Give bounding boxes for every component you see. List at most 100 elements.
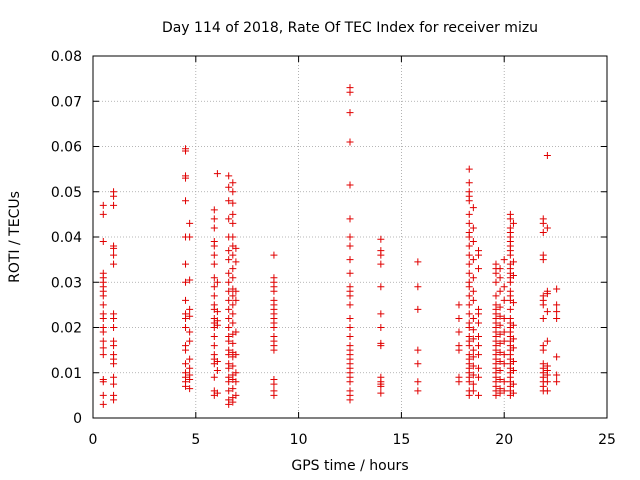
data-point: [539, 342, 547, 350]
data-point: [182, 369, 190, 377]
data-point: [346, 215, 354, 223]
data-point: [110, 337, 118, 345]
data-point: [465, 333, 473, 341]
data-point: [210, 224, 218, 232]
data-point: [377, 373, 385, 381]
data-point: [506, 305, 514, 313]
data-point: [110, 351, 118, 359]
grid: [93, 56, 607, 418]
data-point: [186, 312, 194, 320]
data-point: [465, 188, 473, 196]
data-point: [469, 353, 477, 361]
data-point: [469, 314, 477, 322]
data-point: [469, 326, 477, 334]
data-point: [346, 324, 354, 331]
data-point: [232, 287, 240, 295]
data-point: [232, 258, 240, 266]
data-point: [186, 364, 194, 372]
data-point: [465, 278, 473, 286]
data-point: [229, 301, 237, 309]
data-point: [229, 251, 237, 259]
data-point: [492, 278, 500, 286]
data-point: [469, 380, 477, 388]
data-point: [469, 274, 477, 282]
data-point: [539, 251, 547, 259]
data-point: [346, 301, 354, 309]
data-point: [465, 292, 473, 300]
data-point: [210, 238, 218, 246]
data-point: [229, 265, 237, 273]
data-point: [377, 310, 385, 318]
data-point: [506, 314, 514, 322]
data-point: [465, 228, 473, 236]
data-point: [210, 283, 218, 291]
data-point: [469, 346, 477, 354]
data-point: [543, 387, 551, 395]
data-point: [225, 256, 233, 264]
data-point: [229, 233, 237, 241]
data-point: [509, 335, 517, 343]
y-tick-label: 0.04: [51, 230, 82, 246]
data-point: [455, 328, 463, 336]
data-point: [469, 238, 477, 246]
data-point: [346, 283, 354, 291]
data-point: [229, 199, 237, 207]
x-axis-label: GPS time / hours: [291, 458, 408, 474]
data-point: [543, 152, 551, 160]
data-point: [553, 285, 561, 293]
y-tick-label: 0.05: [51, 185, 82, 201]
data-point: [99, 201, 107, 209]
data-point: [186, 355, 194, 363]
data-point: [186, 233, 194, 241]
data-point: [225, 215, 233, 223]
y-tick-label: 0.02: [51, 321, 82, 337]
data-point: [232, 351, 240, 359]
data-point: [229, 362, 237, 370]
data-point: [225, 396, 233, 404]
data-point: [465, 301, 473, 309]
data-point: [509, 366, 517, 374]
data-point: [500, 337, 508, 345]
data-point: [232, 369, 240, 377]
data-point: [182, 145, 190, 153]
data-point: [346, 233, 354, 241]
data-point: [492, 301, 500, 309]
data-point: [346, 269, 354, 277]
data-point: [232, 244, 240, 252]
data-point: [213, 308, 221, 316]
data-point: [500, 387, 508, 395]
data-point: [213, 317, 221, 325]
data-point: [465, 319, 473, 327]
data-point: [509, 344, 517, 352]
data-point: [110, 251, 118, 259]
data-point: [509, 321, 517, 329]
data-point: [465, 251, 473, 259]
data-point: [492, 260, 500, 268]
data-point: [210, 301, 218, 309]
data-point: [99, 238, 107, 246]
data-point: [469, 335, 477, 343]
y-tick-label: 0.08: [51, 49, 82, 65]
data-point: [539, 215, 547, 223]
x-tick-label: 5: [191, 432, 200, 448]
x-tick-label: 15: [392, 432, 410, 448]
data-point: [496, 339, 504, 347]
data-point: [509, 219, 517, 227]
data-point: [496, 287, 504, 295]
y-tick-label: 0.07: [51, 94, 82, 110]
data-point: [506, 224, 514, 232]
data-point: [543, 224, 551, 232]
data-point: [496, 357, 504, 365]
data-point: [414, 346, 422, 354]
data-point: [210, 206, 218, 214]
data-point: [346, 314, 354, 322]
y-axis-label: ROTI / TECUs: [7, 191, 23, 283]
data-point: [500, 378, 508, 386]
data-point: [229, 274, 237, 282]
data-point: [99, 310, 107, 318]
data-point: [99, 344, 107, 352]
data-point: [509, 271, 517, 279]
data-point: [232, 296, 240, 304]
data-point: [225, 278, 233, 286]
data-point: [213, 357, 221, 365]
